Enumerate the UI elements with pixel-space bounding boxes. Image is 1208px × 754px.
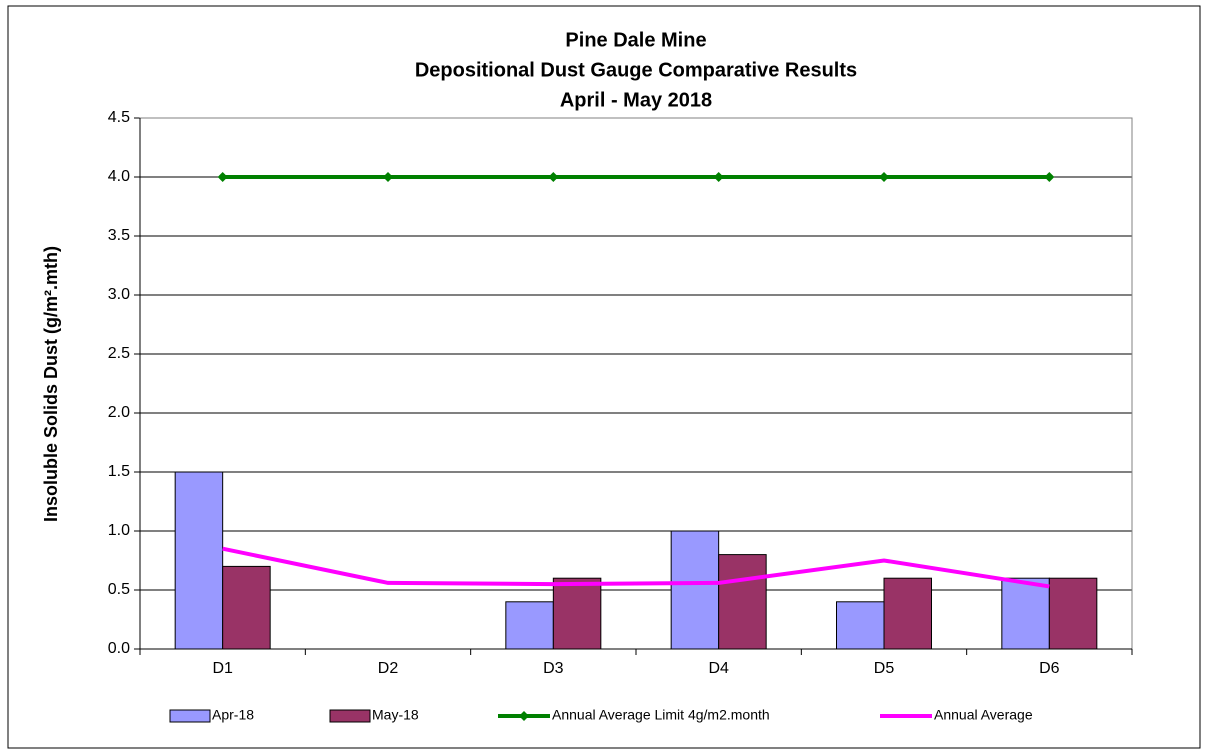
bar (1001, 577, 1050, 650)
x-tick-label: D3 (543, 660, 564, 677)
x-tick-label: D5 (874, 660, 895, 677)
chart-title: Depositional Dust Gauge Comparative Resu… (415, 59, 857, 81)
y-axis-label: Insoluble Solids Dust (g/m².mth) (41, 246, 61, 522)
bar (222, 565, 271, 650)
y-tick-label: 1.5 (108, 463, 130, 480)
x-tick-label: D1 (212, 660, 233, 677)
bar (718, 554, 767, 650)
bar (836, 601, 885, 650)
bar (552, 577, 602, 650)
x-tick-label: D6 (1039, 660, 1060, 677)
y-tick-label: 1.0 (108, 522, 130, 539)
bar (505, 601, 554, 650)
legend-label: Annual Average Limit 4g/m2.month (552, 707, 770, 723)
legend-label: Apr-18 (212, 707, 254, 723)
y-tick-label: 3.0 (108, 286, 130, 303)
bar (670, 530, 720, 650)
line (222, 546, 1050, 589)
point (217, 172, 228, 182)
legend-label: May-18 (372, 707, 419, 723)
y-tick-label: 4.5 (108, 109, 130, 126)
y-tick-label: 3.5 (108, 227, 130, 244)
y-tick-label: 2.5 (108, 345, 130, 362)
bar (1048, 577, 1098, 650)
chart-title: Pine Dale Mine (565, 29, 706, 51)
x-tick-label: D4 (708, 660, 729, 677)
bar (883, 577, 932, 650)
legend-label: Annual Average (934, 707, 1033, 723)
y-tick-label: 4.0 (108, 168, 130, 185)
legend-swatch (169, 709, 211, 723)
point (548, 172, 559, 182)
y-tick-label: 2.0 (108, 404, 130, 421)
point (713, 172, 724, 182)
chart-title: April - May 2018 (560, 89, 712, 111)
y-tick-label: 0.0 (108, 640, 130, 657)
y-tick-label: 0.5 (108, 581, 130, 598)
legend-marker (519, 711, 529, 721)
x-tick-label: D2 (378, 660, 399, 677)
point (1044, 172, 1055, 182)
bar (174, 471, 224, 650)
legend-swatch (329, 709, 371, 723)
point (879, 172, 889, 182)
point (383, 172, 393, 182)
